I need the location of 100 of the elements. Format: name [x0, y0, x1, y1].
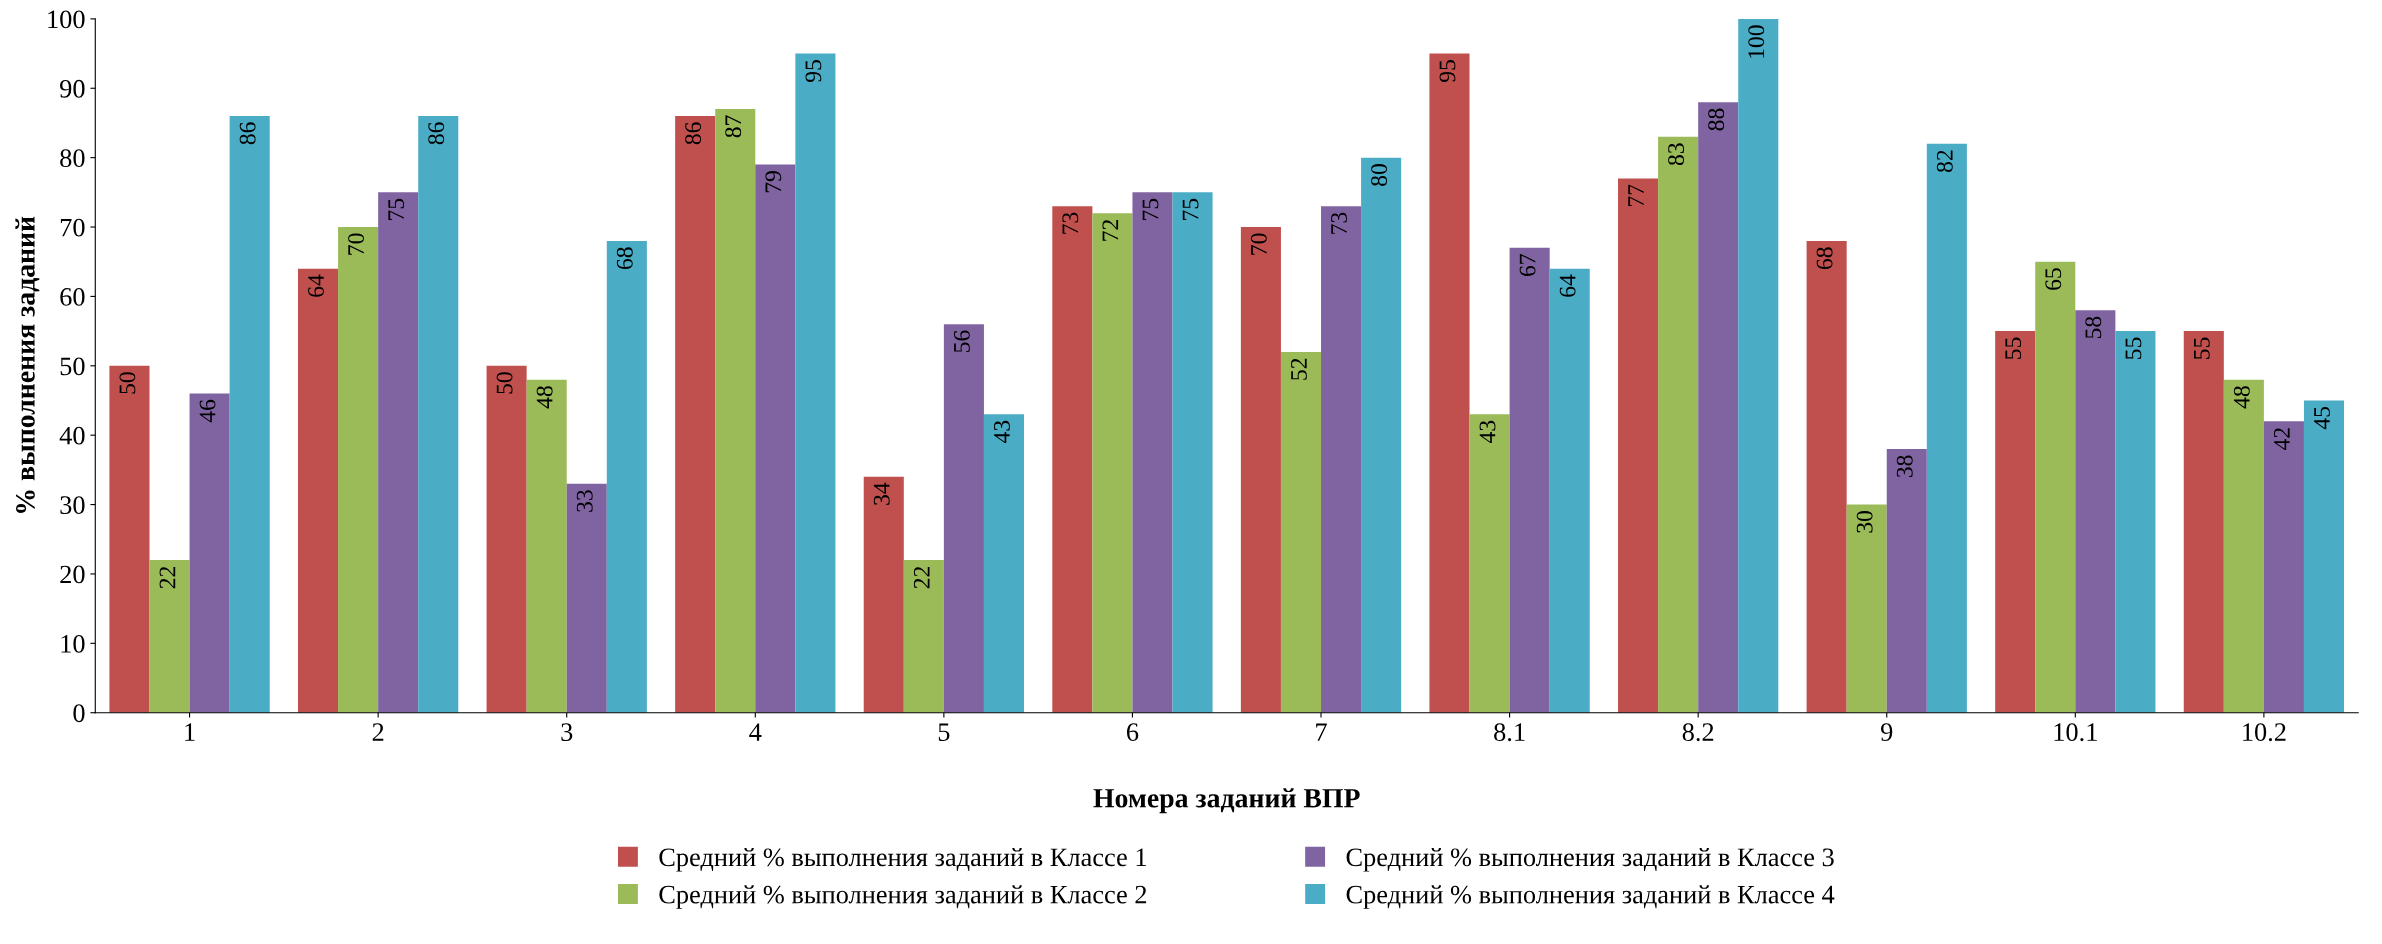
y-tick-label: 60 [60, 288, 85, 306]
data-label: 58 [2085, 316, 2102, 339]
data-label: 50 [119, 372, 136, 394]
x-tick-label: 4 [749, 723, 762, 741]
bar [486, 365, 527, 713]
x-tick-label: 6 [1126, 723, 1139, 742]
data-label: 34 [873, 482, 890, 505]
data-label: 55 [2194, 337, 2210, 359]
bar [1658, 136, 1699, 713]
bar [1886, 449, 1927, 713]
bar [1806, 240, 1847, 713]
data-label: 79 [765, 171, 782, 193]
x-tick-label: 3 [561, 723, 573, 742]
bar [863, 476, 904, 713]
bar [1429, 53, 1470, 713]
bar [755, 164, 796, 713]
x-tick-label: 1 [185, 723, 195, 741]
x-tick-label: 7 [1316, 723, 1327, 741]
data-label: 70 [348, 233, 365, 255]
bar [1549, 268, 1590, 713]
data-label: 48 [2233, 386, 2250, 409]
bar [675, 116, 716, 713]
data-label: 86 [428, 122, 445, 145]
data-label: 100 [1748, 25, 1765, 58]
bar [1172, 192, 1213, 713]
legend-label: Средний % выполнения заданий в Классе 4 [1346, 885, 1835, 909]
bar [1361, 157, 1402, 713]
data-label: 65 [2045, 268, 2062, 290]
y-tick-label: 30 [60, 496, 85, 514]
bar [1926, 143, 1967, 713]
bar [1738, 18, 1779, 713]
data-label: 45 [2314, 406, 2330, 430]
bar [2075, 310, 2116, 713]
bar [298, 268, 339, 713]
y-tick-label: 10 [61, 634, 85, 653]
bar [526, 379, 567, 713]
data-label: 88 [1708, 108, 1725, 131]
x-tick-label: 2 [372, 723, 384, 741]
bar [1052, 206, 1093, 713]
data-label: 50 [496, 372, 513, 394]
bar [903, 560, 944, 713]
data-label: 72 [1102, 220, 1119, 241]
y-tick-label: 0 [73, 704, 85, 723]
y-tick-label: 90 [60, 79, 85, 98]
data-label: 55 [2005, 337, 2022, 359]
data-label: 43 [1479, 420, 1496, 444]
x-tick-label: 9 [1880, 723, 1893, 742]
data-label: 43 [994, 420, 1010, 444]
legend-label: Средний % выполнения заданий в Классе 1 [659, 847, 1146, 872]
data-label: 64 [308, 274, 324, 297]
bar [1321, 206, 1362, 713]
bar [338, 227, 379, 713]
legend-label: Средний % выполнения заданий в Классе 2 [659, 885, 1147, 909]
bar [229, 116, 270, 713]
data-label: 73 [1062, 212, 1079, 234]
data-label: 95 [1439, 60, 1456, 82]
data-label: 70 [1250, 233, 1267, 255]
x-tick-label: 10.1 [2054, 723, 2097, 742]
data-label: 67 [1519, 254, 1536, 276]
bar [1846, 504, 1887, 713]
data-label: 64 [1559, 274, 1576, 297]
data-label: 80 [1371, 164, 1388, 186]
bar [378, 192, 419, 713]
x-tick-label: 5 [938, 723, 950, 742]
x-tick-label: 8.2 [1682, 723, 1714, 742]
data-label: 30 [1856, 511, 1873, 533]
data-label: 83 [1668, 143, 1685, 166]
y-axis-title: % выполнения заданий [15, 216, 40, 513]
y-tick-label: 80 [60, 149, 85, 168]
data-label: 75 [1182, 198, 1199, 220]
data-label: 52 [1291, 358, 1307, 380]
bar [983, 414, 1025, 713]
data-label: 68 [616, 247, 633, 270]
data-label: 46 [199, 399, 216, 423]
data-label: 38 [1896, 455, 1913, 478]
bar [1698, 102, 1739, 713]
data-label: 87 [725, 115, 742, 138]
bar [1132, 192, 1173, 713]
data-label: 48 [536, 386, 553, 409]
x-tick-label: 10.2 [2243, 723, 2286, 742]
bar [1092, 213, 1133, 713]
bar [1240, 227, 1281, 713]
data-label: 95 [805, 60, 822, 82]
bar [1995, 331, 2036, 713]
data-label: 75 [1142, 198, 1159, 220]
bar [149, 560, 190, 713]
bar [2263, 421, 2304, 713]
bar [2303, 400, 2345, 713]
bar [2035, 261, 2076, 713]
bar [2223, 379, 2264, 713]
bar [418, 116, 459, 713]
bar [1280, 351, 1322, 713]
bar [795, 53, 836, 713]
data-label: 77 [1628, 184, 1644, 207]
y-tick-label: 20 [60, 565, 85, 584]
bar [2183, 331, 2224, 713]
bar [566, 483, 607, 713]
y-tick-label: 40 [59, 426, 85, 445]
bar [606, 240, 647, 713]
bar [109, 365, 150, 713]
